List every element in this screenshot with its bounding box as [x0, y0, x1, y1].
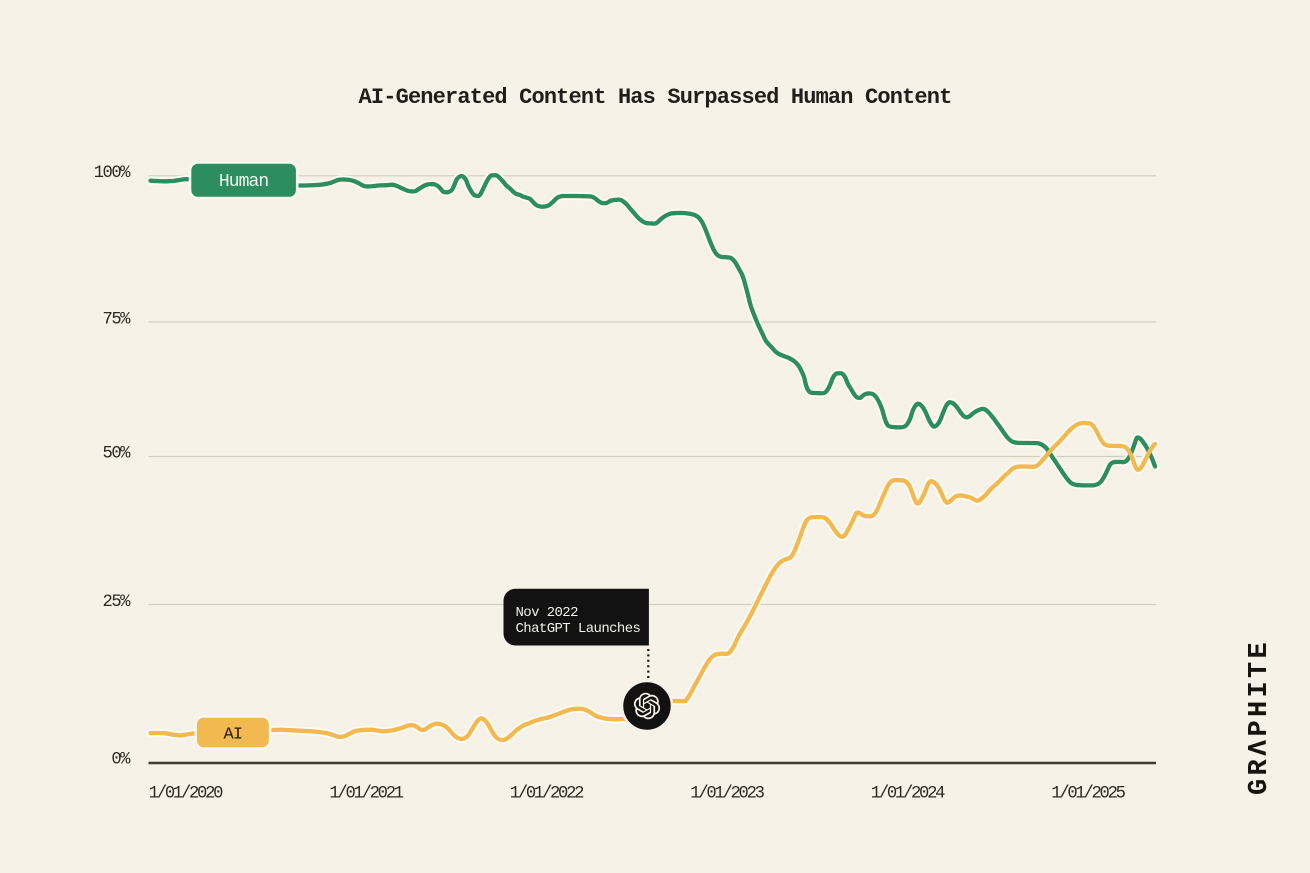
svg-text:1/01/2023: 1/01/2023 [690, 785, 764, 804]
svg-text:50%: 50% [103, 445, 132, 464]
svg-text:75%: 75% [103, 310, 132, 329]
svg-text:1/01/2024: 1/01/2024 [871, 785, 945, 804]
svg-text:Human: Human [219, 172, 269, 192]
svg-text:100%: 100% [94, 164, 131, 183]
svg-text:25%: 25% [103, 593, 132, 612]
svg-text:AI-Generated Content Has Surpa: AI-Generated Content Has Surpassed Human… [359, 85, 952, 110]
svg-text:1/01/2021: 1/01/2021 [329, 785, 403, 804]
svg-text:1/01/2025: 1/01/2025 [1051, 785, 1125, 804]
svg-text:ChatGPT Launches: ChatGPT Launches [516, 621, 641, 637]
svg-text:1/01/2022: 1/01/2022 [510, 785, 584, 804]
svg-text:Nov 2022: Nov 2022 [516, 605, 579, 621]
svg-text:AI: AI [223, 725, 242, 744]
svg-text:1/01/2020: 1/01/2020 [149, 785, 223, 804]
svg-text:GRΛPHITE: GRΛPHITE [1245, 639, 1275, 795]
svg-text:0%: 0% [111, 750, 131, 769]
